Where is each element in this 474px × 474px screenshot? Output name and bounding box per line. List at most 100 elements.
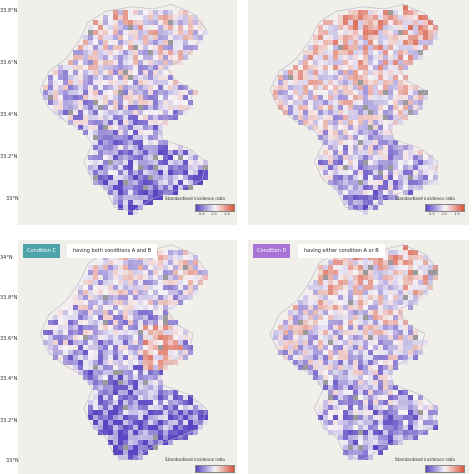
map-region	[363, 365, 368, 370]
map-region	[98, 305, 103, 310]
map-region	[383, 320, 388, 325]
map-region	[403, 15, 408, 20]
map-region	[128, 45, 133, 50]
map-region	[308, 50, 313, 55]
map-region	[393, 150, 398, 155]
map-region	[418, 260, 423, 265]
map-region	[83, 105, 88, 110]
map-region	[138, 370, 143, 375]
map-region	[373, 50, 378, 55]
map-region	[158, 305, 163, 310]
map-region	[403, 145, 408, 150]
map-region	[103, 265, 108, 270]
map-region	[138, 420, 143, 425]
map-region	[343, 450, 348, 455]
map-region	[383, 400, 388, 405]
map-region	[108, 145, 113, 150]
map-region	[178, 90, 183, 95]
lat-label-33.2-a: 33.2°N	[0, 154, 18, 160]
map-region	[143, 130, 148, 135]
map-region	[143, 450, 148, 455]
map-region	[378, 145, 383, 150]
map-region	[113, 45, 118, 50]
map-region	[133, 390, 138, 395]
map-region	[158, 265, 163, 270]
map-region	[398, 420, 403, 425]
map-region	[343, 110, 348, 115]
map-region	[318, 160, 323, 165]
map-region	[328, 295, 333, 300]
map-region	[128, 170, 133, 175]
map-region	[183, 90, 188, 95]
map-region	[103, 125, 108, 130]
map-region	[93, 415, 98, 420]
map-region	[183, 285, 188, 290]
map-region	[338, 35, 343, 40]
map-region	[148, 265, 153, 270]
map-region	[68, 110, 73, 115]
map-region	[193, 430, 198, 435]
map-region	[408, 85, 413, 90]
map-region	[153, 140, 158, 145]
map-region	[153, 40, 158, 45]
map-region	[388, 180, 393, 185]
map-region	[408, 170, 413, 175]
map-region	[118, 400, 123, 405]
map-region	[373, 290, 378, 295]
map-region	[318, 275, 323, 280]
map-region	[388, 80, 393, 85]
map-region	[128, 430, 133, 435]
map-region	[68, 335, 73, 340]
map-region	[283, 90, 288, 95]
map-region	[123, 200, 128, 205]
map-region	[328, 290, 333, 295]
map-region	[283, 345, 288, 350]
map-region	[413, 160, 418, 165]
map-region	[408, 290, 413, 295]
map-region	[113, 435, 118, 440]
map-region	[128, 175, 133, 180]
map-region	[398, 280, 403, 285]
map-region	[103, 55, 108, 60]
map-region	[333, 425, 338, 430]
map-region	[153, 430, 158, 435]
map-region	[358, 190, 363, 195]
map-region	[118, 345, 123, 350]
map-region	[93, 425, 98, 430]
map-region	[113, 85, 118, 90]
map-region	[408, 340, 413, 345]
map-region	[173, 105, 178, 110]
map-region	[133, 425, 138, 430]
map-region	[148, 50, 153, 55]
map-region	[183, 95, 188, 100]
map-region	[393, 330, 398, 335]
map-region	[403, 295, 408, 300]
map-region	[138, 175, 143, 180]
map-region	[133, 125, 138, 130]
map-region	[318, 115, 323, 120]
map-region	[148, 350, 153, 355]
map-region	[143, 265, 148, 270]
map-region	[163, 305, 168, 310]
map-region	[163, 155, 168, 160]
map-region	[283, 70, 288, 75]
map-region	[398, 300, 403, 305]
map-region	[358, 365, 363, 370]
map-region	[158, 405, 163, 410]
map-region	[183, 85, 188, 90]
map-region	[73, 125, 78, 130]
map-region	[328, 345, 333, 350]
map-region	[398, 10, 403, 15]
map-region	[183, 105, 188, 110]
condition-d-description: having either condition A or B	[298, 244, 385, 258]
map-region	[348, 335, 353, 340]
map-region	[363, 80, 368, 85]
map-region	[328, 275, 333, 280]
map-region	[133, 35, 138, 40]
map-region	[338, 50, 343, 55]
map-region	[103, 45, 108, 50]
map-region	[108, 190, 113, 195]
map-region	[318, 40, 323, 45]
map-region	[333, 310, 338, 315]
map-region	[363, 150, 368, 155]
